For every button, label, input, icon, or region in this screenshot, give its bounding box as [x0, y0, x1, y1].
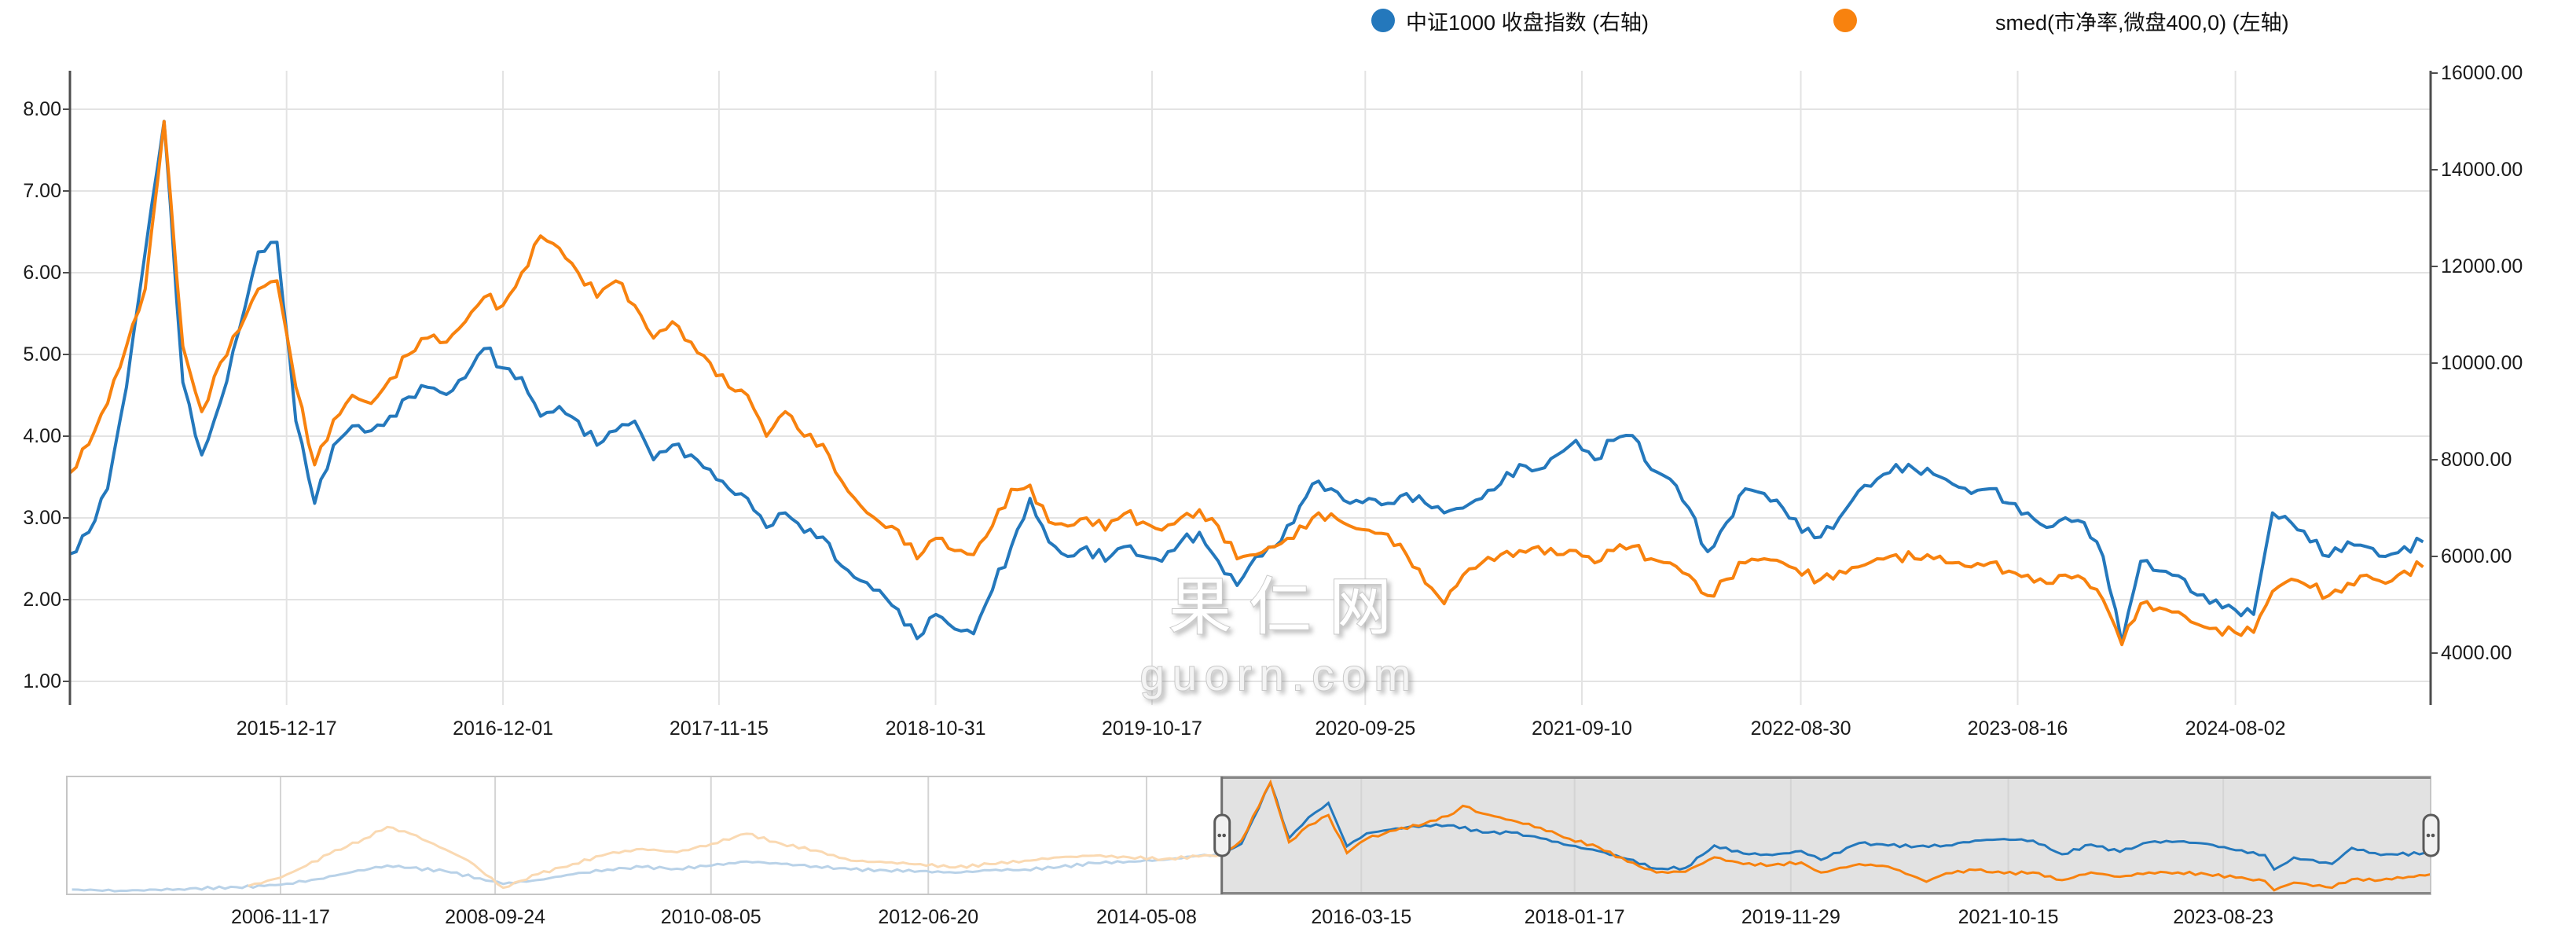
left-axis-label: 7.00 [23, 180, 61, 202]
legend-item-label: 中证1000 收盘指数 (右轴) [1406, 10, 1649, 35]
x-axis-label: 2017-11-15 [669, 718, 769, 740]
nav-smed-pb-line [1220, 779, 2431, 892]
right-axis-label: 6000.00 [2441, 545, 2512, 567]
left-axis-label: 3.00 [23, 507, 61, 529]
gridlines [70, 71, 2431, 705]
watermark-domain: guorn.com [1140, 650, 1419, 699]
x-axis-label: 2021-09-10 [1532, 718, 1632, 740]
right-axis-label: 10000.00 [2441, 352, 2523, 374]
x-axis-label: 2015-12-17 [236, 718, 337, 740]
legend-item-smed-pb[interactable]: smed(市净率,微盘400,0) (左轴) [1833, 5, 2289, 36]
x-axis-label: 2024-08-02 [2185, 718, 2286, 740]
legend-marker-circle-icon [1833, 9, 1857, 32]
watermark-site-name: 果仁网 [1169, 572, 1409, 642]
left-axis-label: 6.00 [23, 262, 61, 284]
left-axis-label: 4.00 [23, 425, 61, 447]
navigator-x-label: 2010-08-05 [660, 906, 761, 928]
handle-grip-icon[interactable] [2422, 813, 2440, 857]
legend-item-label: smed(市净率,微盘400,0) (左轴) [1995, 10, 2289, 35]
navigator-series-faded [72, 825, 1220, 893]
navigator-x-label: 2018-01-17 [1524, 906, 1625, 928]
right-axis-label: 8000.00 [2441, 449, 2512, 471]
navigator-selected-range[interactable] [1221, 776, 2431, 894]
nav-csi1000-line [72, 853, 1220, 893]
right-axis-label: 14000.00 [2441, 159, 2523, 181]
navigator-x-label: 2014-05-08 [1096, 906, 1197, 928]
left-axis-label: 1.00 [23, 670, 61, 692]
navigator-x-label: 2023-08-23 [2173, 906, 2274, 928]
navigator-x-label: 2019-11-29 [1741, 906, 1840, 928]
left-axis-label: 8.00 [23, 98, 61, 120]
navigator-series-selected [1220, 779, 2431, 892]
navigator-x-label: 2021-10-15 [1958, 906, 2059, 928]
handle-dot-icon [1222, 833, 1227, 838]
watermark: 果仁网 guorn.com [1139, 571, 1419, 700]
axes [63, 71, 2438, 705]
right-axis-label: 4000.00 [2441, 642, 2512, 664]
right-axis-label: 12000.00 [2441, 255, 2523, 277]
x-axis-label: 2019-10-17 [1102, 718, 1202, 740]
legend-item-csi1000[interactable]: 中证1000 收盘指数 (右轴) [1371, 5, 1649, 36]
nav-csi1000-line [1220, 780, 2431, 872]
handle-grip-icon[interactable] [1213, 813, 1231, 857]
handle-dot-icon [2431, 833, 2435, 838]
handle-dot-icon [1217, 833, 1222, 838]
series-lines [70, 119, 2424, 647]
series-smed-pb-line [70, 119, 2424, 647]
left-axis-label: 5.00 [23, 343, 61, 365]
left-axis-label: 2.00 [23, 589, 61, 611]
x-axis-label: 2016-12-01 [453, 718, 554, 740]
nav-smed-pb-line [248, 825, 1220, 890]
legend-marker-circle-icon [1371, 9, 1395, 32]
navigator-x-label: 2012-06-20 [878, 906, 979, 928]
x-axis-label: 2022-08-30 [1750, 718, 1851, 740]
x-axis-label: 2020-09-25 [1315, 718, 1416, 740]
navigator-x-label: 2008-09-24 [445, 906, 546, 928]
navigator-handle-left[interactable] [1213, 813, 1231, 857]
x-axis-label: 2023-08-16 [1967, 718, 2068, 740]
navigator-x-label: 2006-11-17 [230, 906, 330, 928]
legend: 中证1000 收盘指数 (右轴) smed(市净率,微盘400,0) (左轴) [0, 5, 2576, 36]
navigator-x-label: 2016-03-15 [1311, 906, 1412, 928]
plot-area[interactable] [70, 71, 2431, 705]
navigator-handle-right[interactable] [2422, 813, 2440, 857]
x-axis-label: 2018-10-31 [885, 718, 986, 740]
navigator [66, 776, 2440, 895]
handle-dot-icon [2426, 833, 2431, 838]
right-axis-label: 16000.00 [2441, 62, 2523, 84]
series-csi1000-line [70, 119, 2424, 645]
